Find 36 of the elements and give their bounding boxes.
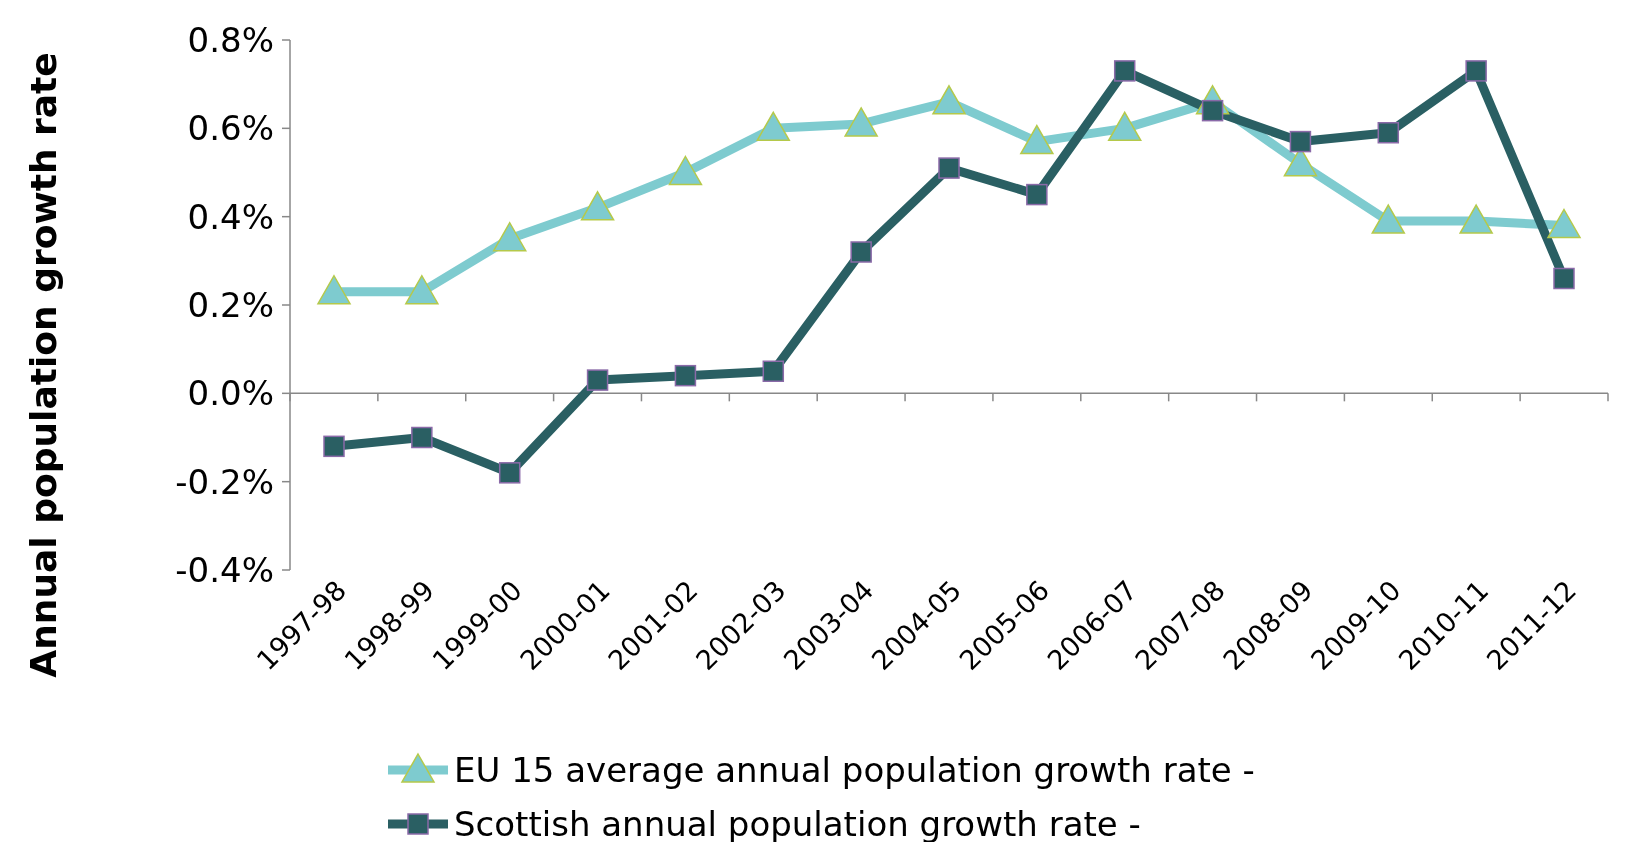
point (1553, 267, 1575, 290)
y-tick-label: 0.2% (187, 284, 274, 325)
point (668, 155, 703, 186)
point (844, 107, 878, 137)
y-tick-label: -0.4% (175, 549, 274, 590)
point (762, 360, 785, 382)
y-tick-label: -0.2% (175, 461, 274, 502)
point (1371, 204, 1406, 234)
point (405, 275, 439, 305)
point (323, 435, 345, 458)
y-axis-title: Annual population growth rate (23, 52, 64, 678)
point (492, 222, 527, 252)
point (932, 85, 966, 115)
point (1459, 204, 1493, 234)
point (586, 369, 609, 391)
y-tick-label: 0.6% (187, 108, 274, 149)
point (1020, 124, 1054, 155)
point (674, 364, 697, 387)
point (1377, 122, 1400, 144)
point (317, 275, 351, 305)
point (938, 157, 960, 179)
point (1465, 60, 1487, 82)
point (1547, 208, 1581, 239)
point (411, 426, 433, 449)
point (1107, 111, 1142, 142)
point (1113, 60, 1136, 82)
point (498, 462, 521, 484)
point (1289, 130, 1312, 153)
legend-label: EU 15 average annual population growth rate - (454, 749, 1255, 790)
y-tick-label: 0.4% (187, 196, 274, 237)
point (756, 111, 791, 142)
point (850, 241, 872, 263)
point (580, 191, 615, 221)
y-tick-label: 0.0% (187, 373, 274, 414)
y-tick-label: 0.8% (187, 19, 274, 60)
point (1026, 183, 1048, 206)
